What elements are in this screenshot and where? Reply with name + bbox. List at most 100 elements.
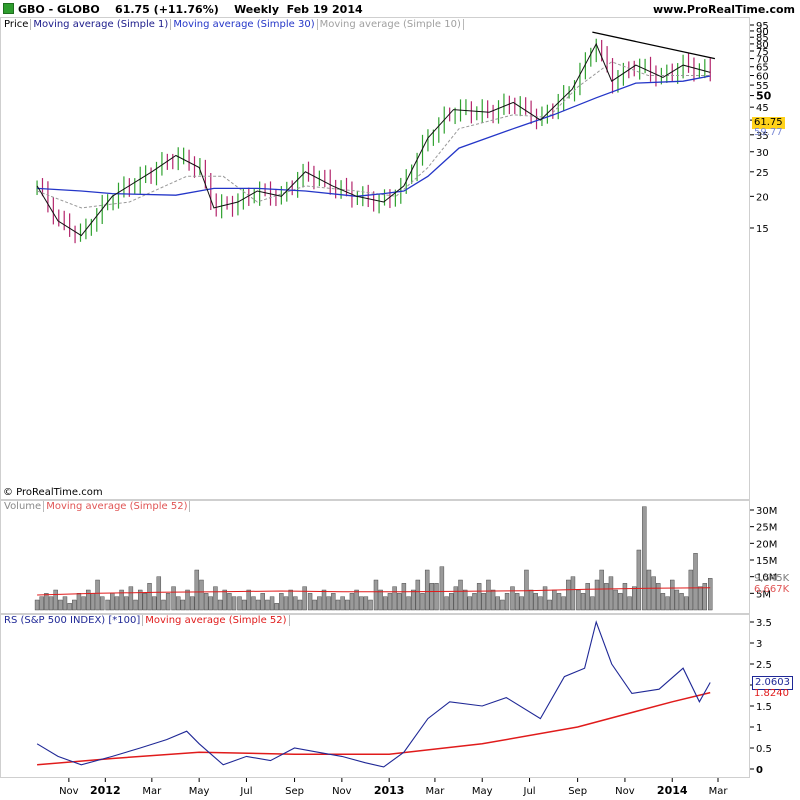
volume-bar [684, 596, 689, 611]
legend-ma10[interactable]: Moving average (Simple 10) [318, 19, 464, 30]
volume-bar [147, 583, 152, 611]
legend-rs-ma[interactable]: Moving average (Simple 52) [143, 615, 290, 626]
volume-bar [481, 593, 486, 611]
volume-bar [265, 599, 270, 611]
volume-bar [453, 586, 459, 611]
volume-bar [176, 596, 181, 611]
volume-y-tick-label: 20M [756, 539, 777, 550]
volume-bar [307, 593, 313, 611]
copyright-text: © ProRealTime.com [3, 487, 103, 498]
legend-price[interactable]: Price [2, 19, 32, 30]
price-y-tick-label: 80 [756, 40, 769, 51]
x-tick-label: Jul [523, 786, 536, 797]
site-link[interactable]: www.ProRealTime.com [652, 3, 795, 16]
volume-bar [392, 586, 397, 611]
volume-bar [255, 599, 261, 611]
volume-bar [594, 579, 600, 611]
x-tick-label: Nov [615, 786, 635, 797]
volume-bar [702, 583, 708, 611]
volume-bar [510, 586, 515, 611]
volume-bar [462, 589, 468, 611]
volume-bar [622, 583, 628, 611]
volume-bar [269, 596, 275, 611]
price-y-tick-label: 15 [756, 224, 769, 235]
rs-ma-badge: 1.8240 [754, 688, 789, 699]
volume-bar [72, 599, 77, 611]
price-y-tick-label: 95 [756, 21, 769, 32]
price-ma30-badge: 59.77 [754, 127, 783, 138]
legend-volume[interactable]: Volume [2, 501, 45, 512]
volume-bar [566, 579, 571, 611]
volume-bar [100, 596, 105, 611]
volume-bar [642, 506, 647, 611]
volume-bar [415, 579, 421, 611]
volume-bar [632, 586, 637, 611]
volume-bar [524, 569, 529, 611]
x-tick-label: Nov [332, 786, 352, 797]
rs-panel-frame [0, 614, 750, 778]
volume-bar [467, 596, 473, 611]
volume-bar [674, 589, 680, 611]
volume-bar [561, 596, 566, 611]
volume-bar [340, 596, 345, 611]
x-tick-label: Nov [59, 786, 79, 797]
volume-bar [538, 596, 543, 611]
volume-bar [114, 596, 120, 611]
volume-bar [260, 593, 265, 611]
chart-header: GBO - GLOBO 61.75 (+11.76%) Weekly Feb 1… [0, 0, 800, 18]
volume-bar [519, 596, 524, 611]
volume-bar [156, 576, 162, 611]
volume-bar [580, 593, 586, 611]
volume-bar [476, 583, 482, 611]
volume-panel-frame [0, 500, 750, 614]
volume-bar [128, 586, 134, 611]
volume-bar [58, 599, 63, 611]
volume-bar [495, 596, 500, 611]
volume-bar [62, 596, 68, 611]
volume-bar [213, 586, 218, 611]
price-last-badge: 61.75 [752, 117, 785, 129]
volume-bar [90, 593, 96, 611]
volume-bar [76, 593, 82, 611]
volume-bar [424, 569, 430, 611]
x-tick-label: May [189, 786, 210, 797]
volume-bar [231, 596, 237, 611]
volume-bar [651, 576, 656, 611]
instrument-icon[interactable] [3, 3, 14, 14]
volume-bar [656, 583, 661, 611]
volume-bar [67, 603, 72, 611]
volume-bar [599, 569, 604, 611]
volume-bar [444, 596, 449, 611]
volume-bar [359, 596, 364, 611]
legend-rs[interactable]: RS (S&P 500 INDEX) [*100] [2, 615, 144, 626]
legend-ma1[interactable]: Moving average (Simple 1) [31, 19, 172, 30]
volume-bar [547, 599, 552, 611]
volume-bar [552, 589, 557, 611]
volume-y-tick-label: 15M [756, 556, 777, 567]
legend-volume-ma[interactable]: Moving average (Simple 52) [44, 501, 191, 512]
volume-bar [142, 593, 148, 611]
x-tick-label: 2014 [657, 784, 688, 797]
volume-bar [363, 596, 369, 611]
chart-title: GBO - GLOBO 61.75 (+11.76%) Weekly Feb 1… [18, 3, 363, 16]
x-tick-label: 2012 [90, 784, 121, 797]
volume-bar [34, 599, 40, 611]
price-y-tick-label: 50 [756, 90, 772, 103]
volume-bar [81, 596, 86, 611]
ma1-line [36, 42, 711, 237]
volume-bar [406, 596, 411, 611]
volume-bar [293, 596, 298, 611]
volume-ma52-line [37, 587, 711, 596]
volume-bar [618, 593, 623, 611]
volume-bar [283, 596, 289, 611]
rs-y-tick-label: 3.5 [756, 618, 772, 629]
price-legend: Price Moving average (Simple 1) Moving ave… [2, 19, 464, 30]
volume-y-tick-label: 30M [756, 506, 777, 517]
rs-legend: RS (S&P 500 INDEX) [*100] Moving average … [2, 615, 290, 626]
legend-ma30[interactable]: Moving average (Simple 30) [171, 19, 318, 30]
volume-bar [274, 603, 279, 611]
volume-bar [387, 593, 393, 611]
rs-y-tick-label: 0.5 [756, 744, 772, 755]
volume-bar [590, 596, 595, 611]
